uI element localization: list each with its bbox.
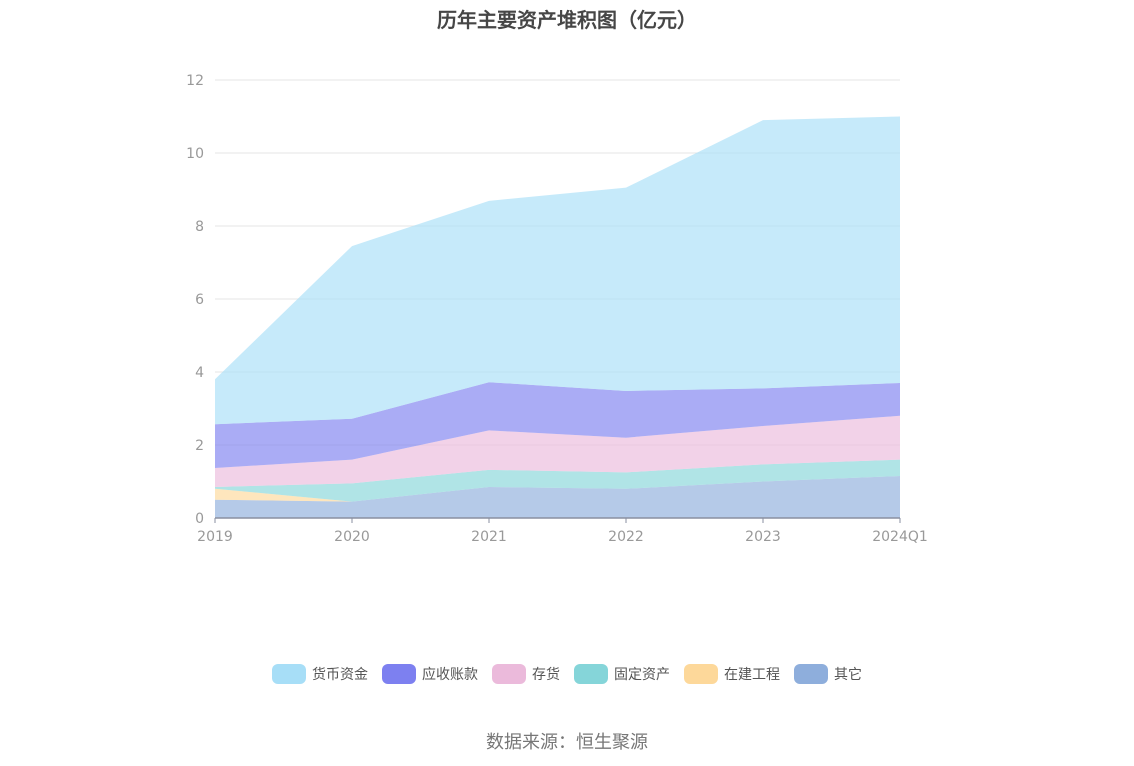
legend-label: 在建工程	[724, 667, 780, 683]
y-tick-label: 8	[195, 219, 204, 235]
y-tick-label: 2	[195, 438, 204, 454]
legend-label: 应收账款	[422, 667, 478, 683]
legend: 货币资金 应收账款 存货 固定资产 在建工程 其它	[0, 664, 1134, 684]
legend-label: 其它	[834, 667, 862, 683]
legend-swatch	[794, 664, 828, 684]
x-tick-label: 2023	[745, 529, 781, 545]
y-tick-label: 4	[195, 365, 204, 381]
area-series-应收账款[interactable]	[215, 382, 900, 468]
y-tick-label: 12	[186, 73, 204, 89]
legend-swatch	[684, 664, 718, 684]
x-tick-label: 2020	[334, 529, 370, 545]
legend-item-应收账款[interactable]: 应收账款	[382, 664, 478, 684]
area-series-其它[interactable]	[215, 476, 900, 518]
legend-item-其它[interactable]: 其它	[794, 664, 862, 684]
legend-label: 货币资金	[312, 667, 368, 683]
x-tick-label: 2022	[608, 529, 644, 545]
legend-swatch	[492, 664, 526, 684]
y-tick-label: 6	[195, 292, 204, 308]
area-series-货币资金[interactable]	[215, 116, 900, 425]
legend-label: 固定资产	[614, 667, 670, 683]
legend-item-货币资金[interactable]: 货币资金	[272, 664, 368, 684]
y-tick-label: 0	[195, 511, 204, 527]
x-tick-label: 2021	[471, 529, 507, 545]
x-tick-label: 2019	[197, 529, 233, 545]
area-series	[215, 116, 900, 518]
area-series-固定资产[interactable]	[215, 459, 900, 502]
x-tick-label: 2024Q1	[872, 529, 928, 545]
legend-swatch	[382, 664, 416, 684]
legend-item-存货[interactable]: 存货	[492, 664, 560, 684]
area-series-存货[interactable]	[215, 415, 900, 487]
legend-item-在建工程[interactable]: 在建工程	[684, 664, 780, 684]
legend-item-固定资产[interactable]: 固定资产	[574, 664, 670, 684]
legend-swatch	[272, 664, 306, 684]
legend-label: 存货	[532, 667, 560, 683]
axes: 0 2 4 6 8 10 12 2019 2020 2021 2022 2023 2024Q1	[186, 73, 928, 545]
source-note: 数据来源：恒生聚源	[486, 732, 648, 753]
legend-swatch	[574, 664, 608, 684]
y-tick-label: 10	[186, 146, 204, 162]
chart-title: 历年主要资产堆积图（亿元）	[437, 8, 697, 32]
area-series-在建工程[interactable]	[215, 476, 900, 502]
